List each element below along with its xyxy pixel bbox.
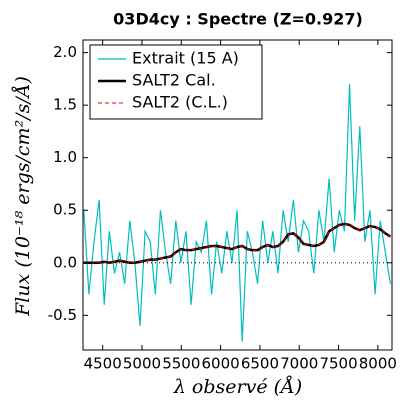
x-tick-label: 7500 [319, 355, 357, 373]
x-axis-label: λ observé (Å) [173, 376, 302, 398]
y-tick-label: 0.5 [53, 201, 77, 219]
y-tick-label: 1.5 [53, 96, 77, 114]
series-line [83, 223, 391, 264]
y-axis-label: Flux (10⁻¹⁸ ergs/cm²/s/Å) [12, 76, 34, 317]
x-tick-label: 8000 [359, 355, 397, 373]
y-tick-label: -0.5 [48, 306, 77, 324]
x-tick-label: 6000 [202, 355, 240, 373]
legend-label: SALT2 (C.L.) [132, 93, 228, 112]
chart-title: 03D4cy : Spectre (Z=0.927) [113, 10, 363, 29]
series-line [83, 84, 392, 342]
x-tick-label: 5000 [123, 355, 161, 373]
y-tick-label: 1.0 [53, 148, 77, 166]
x-tick-label: 7000 [280, 355, 318, 373]
y-tick-label: 0.0 [53, 253, 77, 271]
x-tick-label: 5500 [162, 355, 200, 373]
legend-label: Extrait (15 A) [132, 49, 239, 68]
x-tick-label: 4500 [84, 355, 122, 373]
y-tick-label: 2.0 [53, 43, 77, 61]
plot-frame [82, 39, 393, 351]
legend-label: SALT2 Cal. [132, 71, 216, 90]
x-tick-label: 6500 [241, 355, 279, 373]
